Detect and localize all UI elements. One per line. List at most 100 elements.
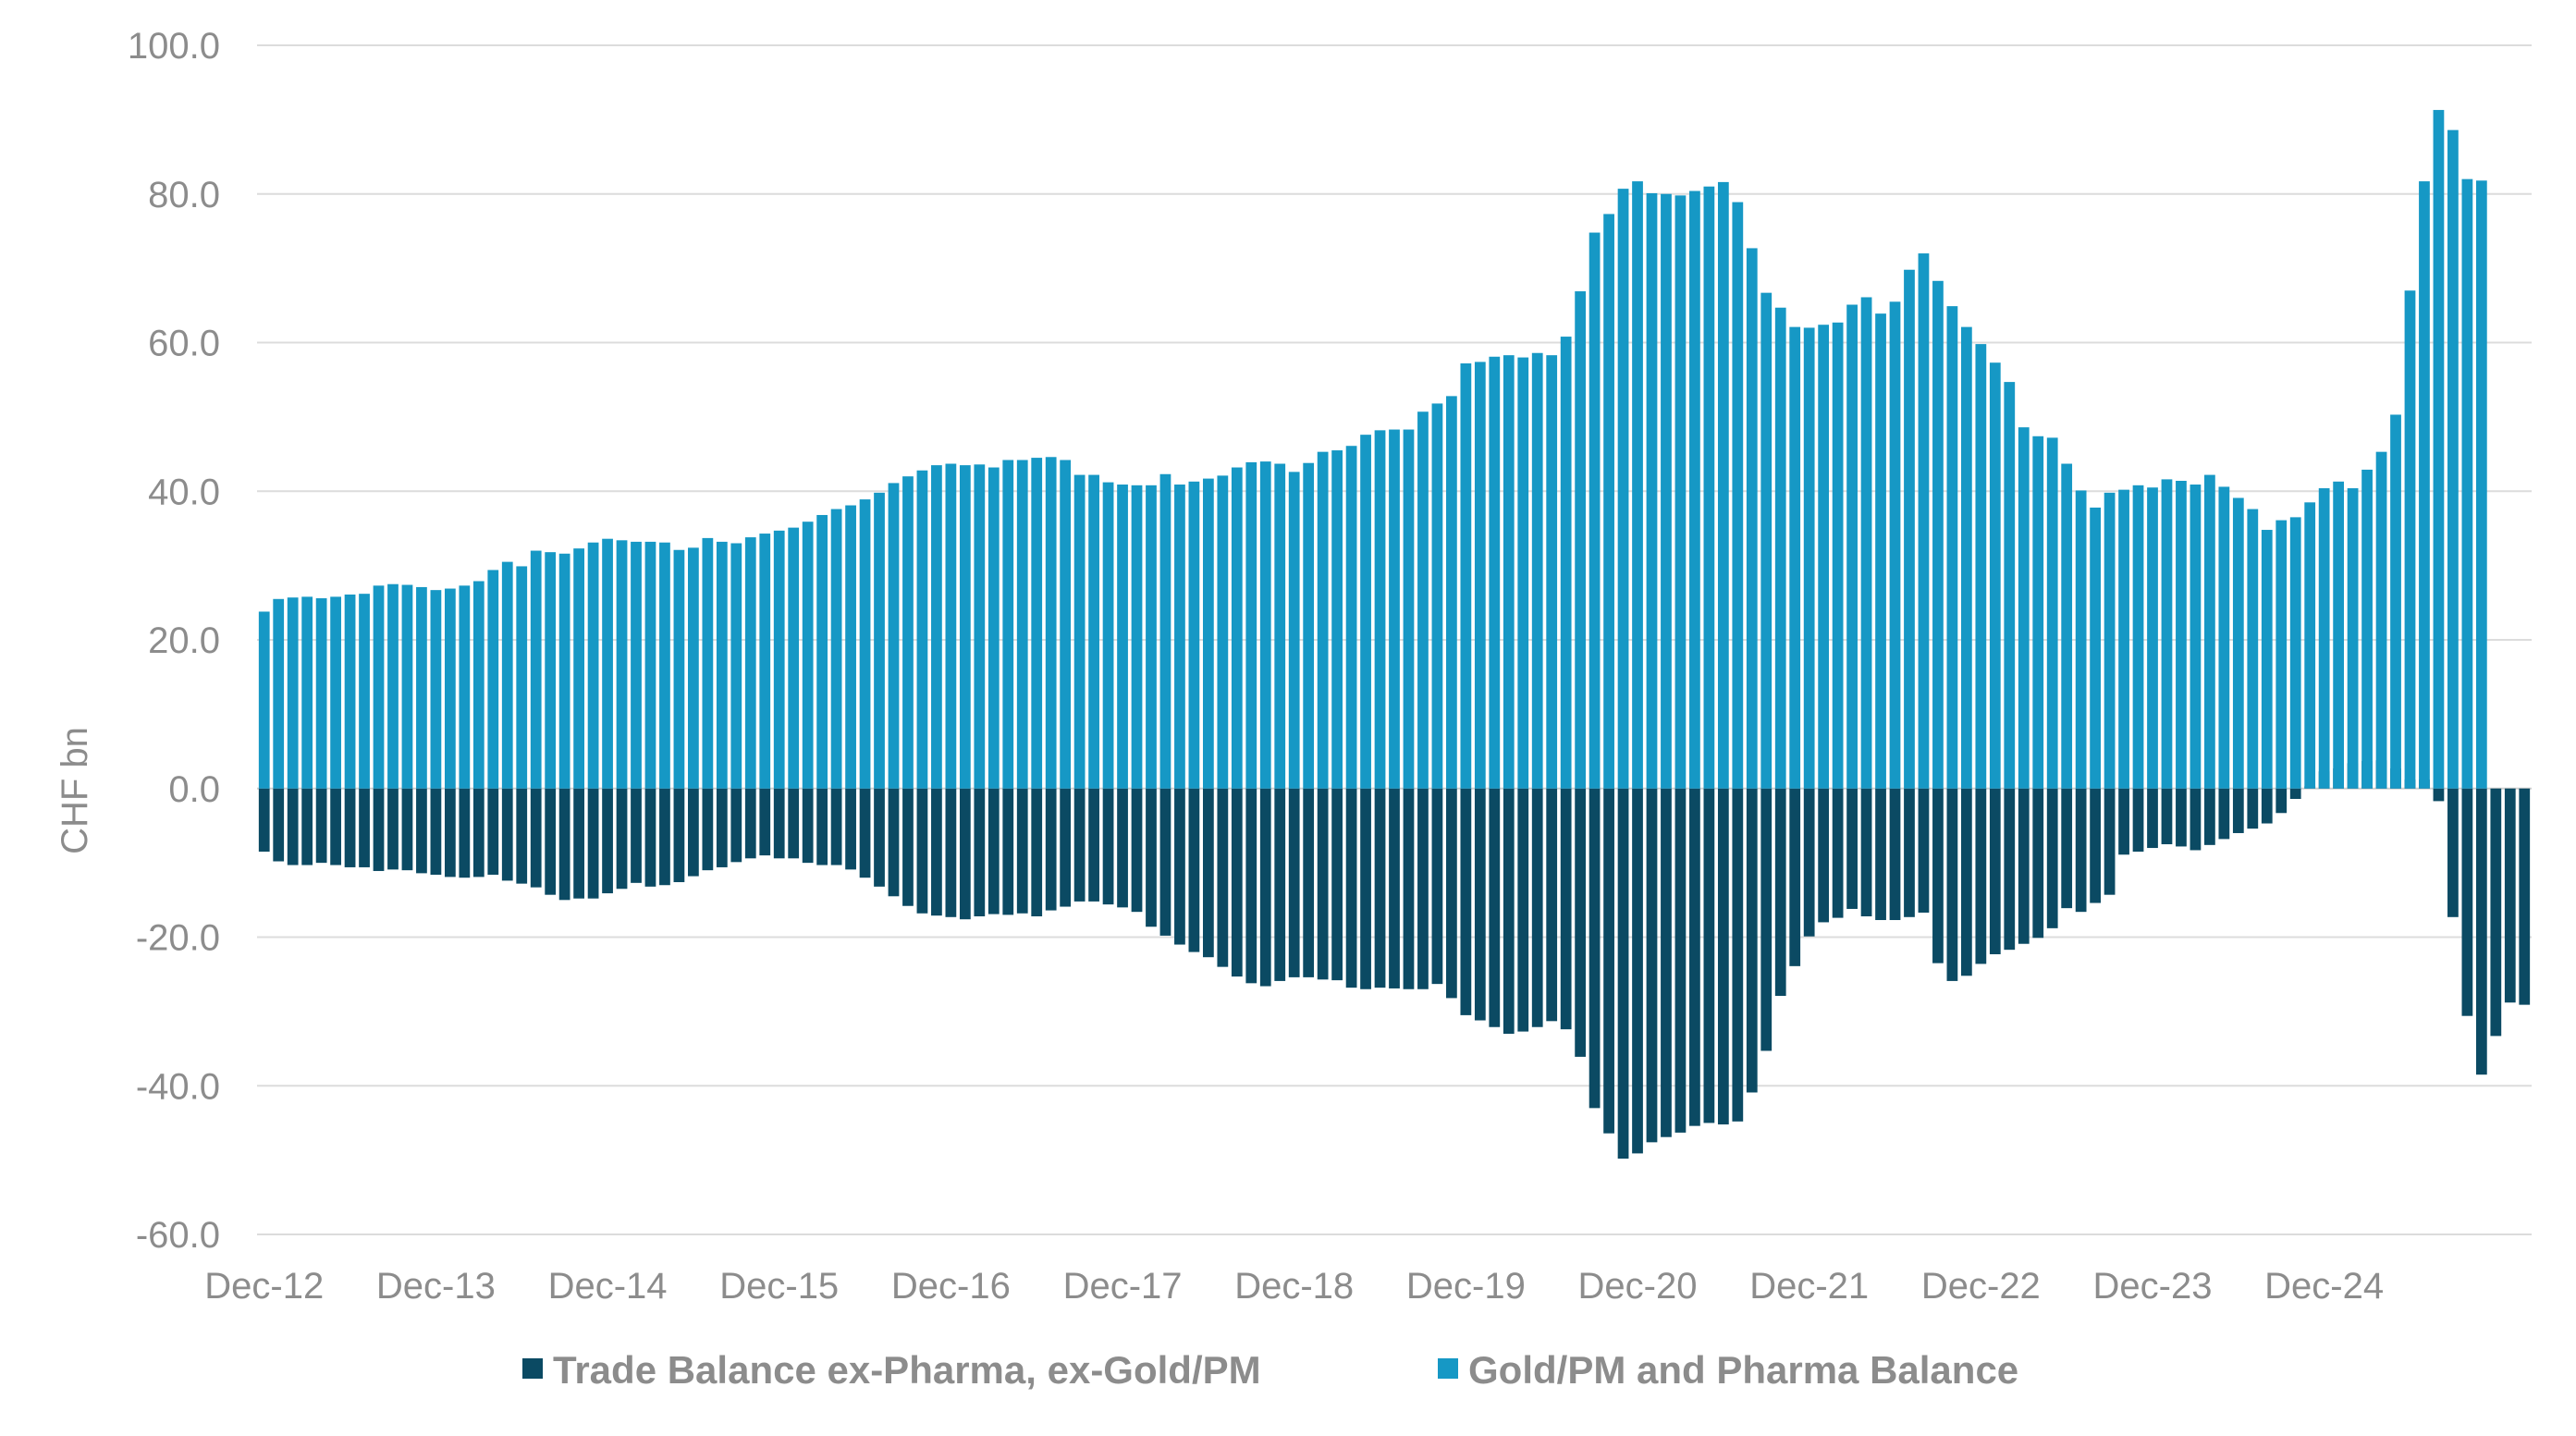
bar-gold-pharma-balance (1317, 451, 1329, 789)
bar-trade-balance (702, 788, 714, 871)
x-tick-label: Dec-20 (1578, 1266, 1698, 1307)
bar-trade-balance (1689, 788, 1700, 1126)
bar-trade-balance (1102, 788, 1114, 905)
bar-trade-balance (1717, 788, 1729, 1125)
bar-gold-pharma-balance (1661, 193, 1672, 789)
bar-gold-pharma-balance (2090, 507, 2101, 789)
bar-gold-pharma-balance (359, 594, 370, 789)
bar-trade-balance (2147, 788, 2158, 849)
bar-gold-pharma-balance (2190, 485, 2202, 789)
bar-trade-balance (759, 788, 771, 856)
bar-trade-balance (2204, 788, 2215, 845)
bar-trade-balance (1603, 788, 1614, 1134)
bar-gold-pharma-balance (1546, 355, 1558, 789)
bar-gold-pharma-balance (1860, 297, 1872, 789)
bar-trade-balance (888, 788, 900, 897)
bar-trade-balance (631, 788, 642, 883)
bar-trade-balance (2104, 788, 2116, 895)
bar-trade-balance (2218, 788, 2230, 840)
bar-trade-balance (1303, 788, 1315, 977)
bar-gold-pharma-balance (1303, 462, 1315, 789)
bar-gold-pharma-balance (2104, 492, 2116, 789)
bar-trade-balance (273, 788, 285, 862)
bar-trade-balance (744, 788, 756, 859)
legend-item-gold-pharma: Gold/PM and Pharma Balance (1438, 1348, 2018, 1392)
bar-gold-pharma-balance (659, 542, 670, 789)
series-trade-balance-ex-pharma (258, 760, 2531, 1160)
bar-gold-pharma-balance (716, 541, 728, 789)
bar-trade-balance (1503, 788, 1515, 1034)
bar-trade-balance (516, 788, 528, 884)
bar-trade-balance (2289, 788, 2301, 799)
bar-trade-balance (1360, 788, 1371, 989)
bar-trade-balance (874, 788, 885, 887)
bar-gold-pharma-balance (1431, 403, 1443, 789)
bar-gold-pharma-balance (1846, 304, 1858, 789)
bar-gold-pharma-balance (2304, 502, 2316, 789)
bar-gold-pharma-balance (1732, 202, 1744, 789)
bar-gold-pharma-balance (916, 470, 928, 789)
bar-gold-pharma-balance (1331, 450, 1343, 789)
bar-trade-balance (472, 788, 485, 878)
bar-gold-pharma-balance (1517, 357, 1529, 789)
bar-gold-pharma-balance (1446, 396, 1457, 789)
bar-trade-balance (1088, 788, 1099, 902)
x-axis-tick-labels: Dec-12 Dec-13 Dec-14 Dec-15 Dec-16 Dec-17 Dec-… (204, 1266, 2384, 1307)
bar-trade-balance (2132, 788, 2144, 853)
bar-trade-balance (1746, 788, 1758, 1093)
bar-trade-balance (1245, 788, 1257, 984)
y-tick-label: 40.0 (148, 472, 220, 512)
bar-gold-pharma-balance (2232, 497, 2244, 789)
y-axis-title: CHF bn (55, 727, 95, 854)
bar-trade-balance (1560, 788, 1572, 1030)
bar-gold-pharma-balance (2132, 485, 2144, 789)
bar-trade-balance (287, 788, 299, 865)
bar-gold-pharma-balance (2075, 490, 2087, 789)
bar-gold-pharma-balance (931, 465, 942, 789)
bar-trade-balance (2004, 788, 2016, 951)
bar-trade-balance (387, 788, 399, 870)
bar-trade-balance (1274, 788, 1286, 981)
bar-trade-balance (602, 788, 613, 894)
bar-trade-balance (1531, 788, 1543, 1027)
bar-gold-pharma-balance (759, 534, 771, 789)
bar-trade-balance (1646, 788, 1658, 1143)
bar-trade-balance (1875, 788, 1886, 921)
bar-gold-pharma-balance (1717, 181, 1729, 789)
bar-gold-pharma-balance (1918, 253, 1930, 789)
bar-gold-pharma-balance (888, 483, 900, 789)
bar-gold-pharma-balance (673, 549, 685, 789)
bar-trade-balance (1774, 788, 1786, 996)
bar-trade-balance (1389, 788, 1400, 988)
bar-trade-balance (258, 788, 270, 853)
bar-trade-balance (716, 788, 728, 867)
bar-gold-pharma-balance (1760, 292, 1773, 789)
bar-gold-pharma-balance (2318, 488, 2330, 789)
bar-gold-pharma-balance (387, 583, 399, 789)
bar-gold-pharma-balance (859, 499, 871, 789)
legend: Trade Balance ex-Pharma, ex-Gold/PM Gold… (522, 1348, 2018, 1392)
bar-gold-pharma-balance (2333, 481, 2345, 789)
bar-gold-pharma-balance (602, 538, 613, 789)
bar-gold-pharma-balance (2390, 414, 2401, 789)
bar-gold-pharma-balance (430, 590, 442, 789)
bar-gold-pharma-balance (2161, 479, 2173, 789)
bar-trade-balance (1131, 788, 1143, 913)
bar-gold-pharma-balance (2018, 427, 2030, 789)
bar-trade-balance (1231, 788, 1243, 977)
x-tick-label: Dec-22 (1921, 1266, 2041, 1307)
bar-gold-pharma-balance (1374, 430, 1386, 789)
bar-gold-pharma-balance (1832, 322, 1844, 789)
bar-trade-balance (1732, 788, 1744, 1122)
bar-gold-pharma-balance (1345, 446, 1357, 789)
bar-gold-pharma-balance (974, 464, 986, 789)
bar-trade-balance (2433, 788, 2445, 802)
bar-gold-pharma-balance (1603, 214, 1614, 789)
bar-gold-pharma-balance (1403, 429, 1415, 789)
bar-gold-pharma-balance (1102, 482, 1114, 789)
bar-gold-pharma-balance (2289, 517, 2301, 789)
bar-trade-balance (1202, 788, 1214, 958)
bar-gold-pharma-balance (2247, 509, 2259, 789)
bar-trade-balance (1617, 788, 1629, 1160)
legend-item-trade-balance: Trade Balance ex-Pharma, ex-Gold/PM (522, 1348, 1261, 1392)
